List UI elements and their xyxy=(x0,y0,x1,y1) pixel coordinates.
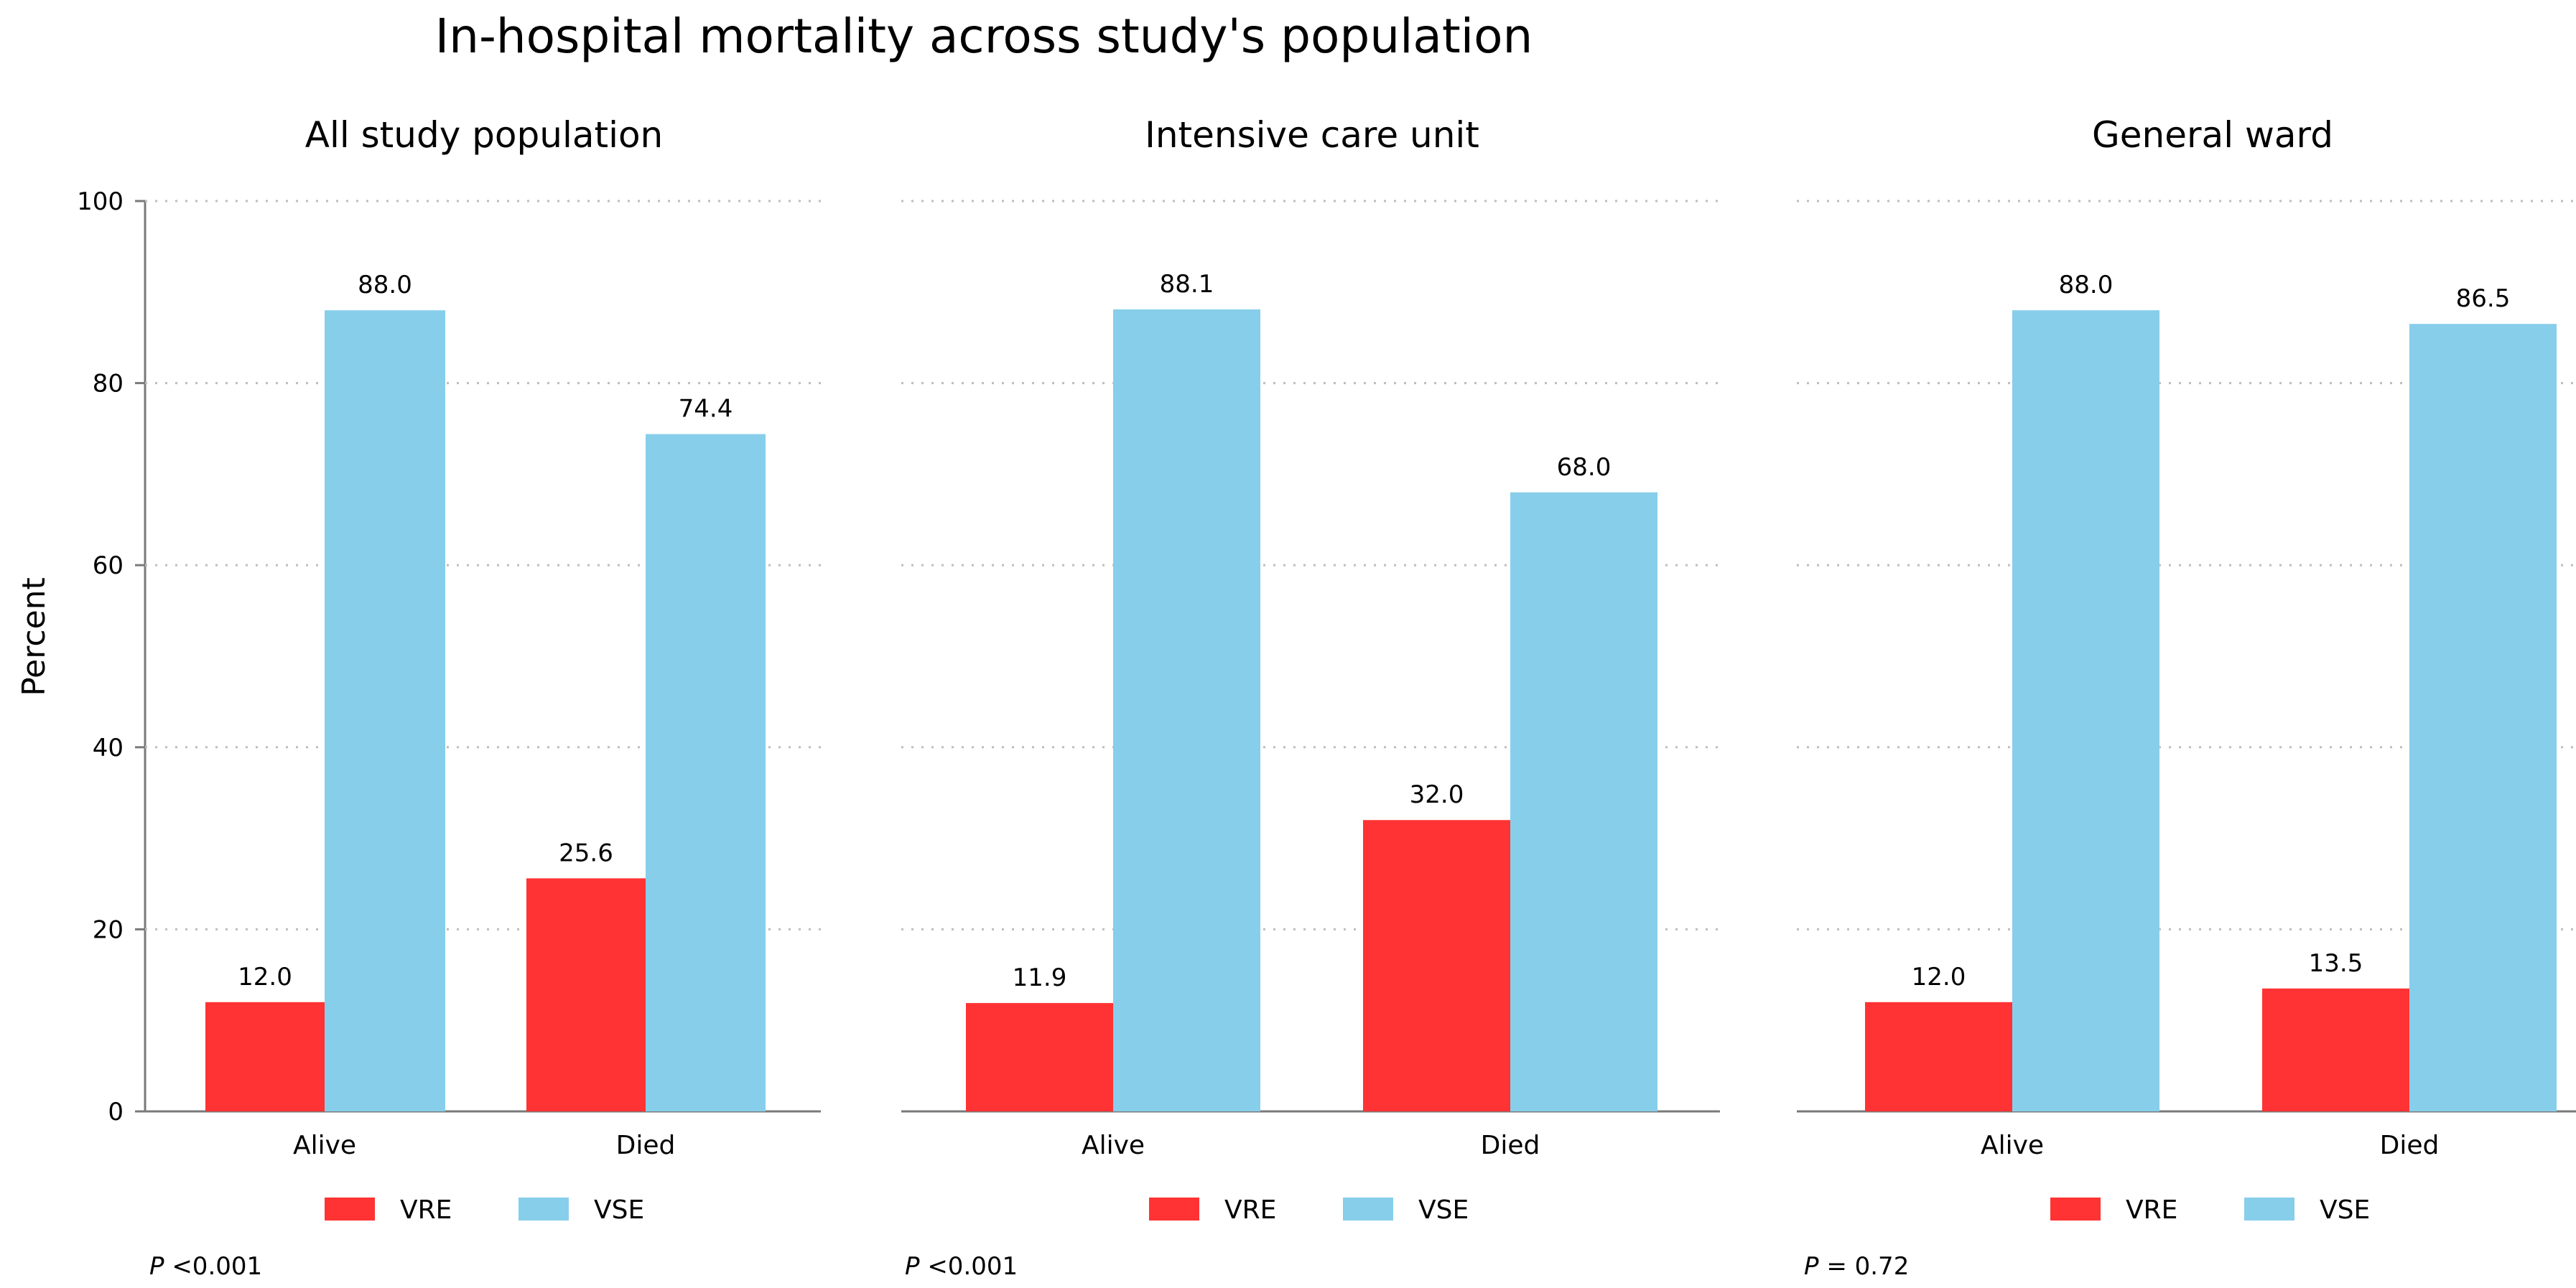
panel-title: General ward xyxy=(2092,114,2333,156)
y-tick-label: 0 xyxy=(108,1098,124,1126)
data-label: 32.0 xyxy=(1410,780,1464,809)
data-label: 13.5 xyxy=(2309,949,2363,978)
x-tick-label: Alive xyxy=(1082,1131,1145,1160)
legend-label-vre: VRE xyxy=(1224,1195,1276,1225)
bar-vse-alive xyxy=(2012,310,2159,1111)
panel-2: Intensive care unit 11.9 88.1 Alive 32.0 68.0… xyxy=(901,114,1720,1281)
bar-vre-alive xyxy=(1865,1002,2012,1111)
data-label: 74.4 xyxy=(679,395,733,424)
legend: VRE VSE xyxy=(325,1195,644,1225)
legend-label-vre: VRE xyxy=(400,1195,452,1225)
p-value-note: P = 0.72 xyxy=(1804,1252,1909,1281)
bar-vre-alive xyxy=(966,1003,1113,1111)
x-tick-label: Died xyxy=(2380,1131,2440,1160)
y-tick-label: 60 xyxy=(93,551,124,580)
y-axis-label: Percent xyxy=(16,577,52,696)
data-label: 88.0 xyxy=(358,271,412,299)
panels: 0 20 40 60 80 100 All study population 12.0 88.0… xyxy=(77,114,2576,1281)
bar-vre-died xyxy=(1363,820,1510,1111)
p-symbol: P xyxy=(149,1252,164,1281)
p-symbol: P xyxy=(1804,1252,1819,1281)
bar-vre-died xyxy=(2262,988,2409,1111)
p-value: = 0.72 xyxy=(1819,1252,1910,1281)
data-label: 12.0 xyxy=(1912,963,1966,991)
panel-title: All study population xyxy=(305,114,664,156)
y-tick-label: 20 xyxy=(93,915,124,944)
bar-vse-alive xyxy=(325,310,445,1111)
legend: VRE VSE xyxy=(2050,1195,2370,1225)
legend-label-vse: VSE xyxy=(594,1195,644,1225)
x-tick-label: Alive xyxy=(1981,1131,2044,1160)
data-label: 88.1 xyxy=(1160,270,1214,299)
legend-swatch-vre xyxy=(1149,1198,1199,1221)
bar-vre-alive xyxy=(205,1002,325,1111)
legend-label-vre: VRE xyxy=(2126,1195,2177,1225)
bar-vse-died xyxy=(646,434,766,1111)
x-tick-label: Alive xyxy=(293,1131,356,1160)
bar-vse-alive xyxy=(1113,309,1260,1112)
y-tick-label: 40 xyxy=(93,734,124,762)
y-tick-label: 100 xyxy=(77,187,124,216)
legend-swatch-vre xyxy=(2050,1198,2101,1221)
data-label: 88.0 xyxy=(2059,271,2114,299)
x-tick-label: Died xyxy=(1481,1131,1540,1160)
bar-vse-died xyxy=(2409,324,2557,1112)
data-label: 12.0 xyxy=(238,963,292,991)
x-tick-label: Died xyxy=(616,1131,676,1160)
legend-swatch-vse xyxy=(519,1198,569,1221)
p-value-note: P <0.001 xyxy=(905,1252,1018,1281)
panel-3: General ward 12.0 88.0 Alive 13.5 86.5 Died VRE… xyxy=(1797,114,2576,1281)
legend: VRE VSE xyxy=(1149,1195,1469,1225)
p-symbol: P xyxy=(905,1252,920,1281)
legend-swatch-vre xyxy=(325,1198,375,1221)
data-label: 68.0 xyxy=(1557,453,1612,482)
panel-1: All study population 12.0 88.0 Alive 25.6 74.… xyxy=(145,114,821,1281)
legend-swatch-vse xyxy=(1343,1198,1393,1221)
legend-label-vse: VSE xyxy=(2320,1195,2370,1225)
bar-vse-died xyxy=(1510,492,1657,1111)
data-label: 11.9 xyxy=(1013,963,1067,992)
p-value: <0.001 xyxy=(920,1252,1018,1281)
data-label: 86.5 xyxy=(2456,284,2511,313)
p-value-note: P <0.001 xyxy=(149,1252,262,1281)
bar-vre-died xyxy=(526,878,646,1111)
panel-title: Intensive care unit xyxy=(1145,114,1479,156)
chart-title: In-hospital mortality across study's pop… xyxy=(435,9,1533,64)
legend-swatch-vse xyxy=(2244,1198,2294,1221)
y-tick-label: 80 xyxy=(93,370,124,398)
data-label: 25.6 xyxy=(559,839,613,867)
legend-label-vse: VSE xyxy=(1418,1195,1469,1225)
p-value: <0.001 xyxy=(164,1252,263,1281)
